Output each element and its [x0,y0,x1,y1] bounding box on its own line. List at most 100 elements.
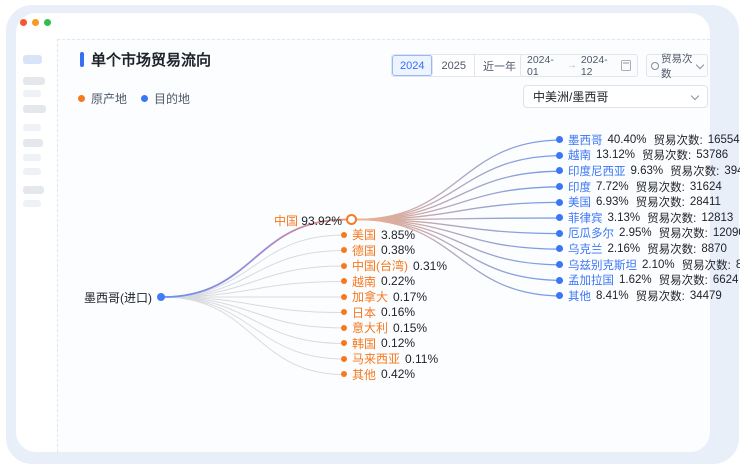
sidebar-item[interactable] [23,77,45,85]
date-start: 2024-01 [527,53,554,78]
sidebar-item-active[interactable] [23,55,42,64]
metric-dropdown[interactable]: 贸易次数 [646,53,708,80]
destination-node-dot [556,183,563,191]
sidebar-item[interactable] [23,139,43,147]
metric-label: 贸易次数: [658,228,708,241]
metric-label: 贸易次数: [635,181,685,194]
destination-row[interactable]: 乌兹别克斯坦 2.10% 贸易次数: 8625 [556,257,740,273]
origin-node-dot [341,324,347,331]
destination-row[interactable]: 美国 6.93% 贸易次数: 28411 [556,194,740,210]
origin-node-dot [341,247,347,254]
destination-row[interactable]: 印度尼西亚 9.63% 贸易次数: 39466 [556,163,740,179]
destination-count: 28411 [689,196,721,209]
origin-row[interactable]: 德国 0.38% [341,243,447,259]
destination-name: 墨西哥 [568,134,603,147]
destination-name: 孟加拉国 [568,275,614,288]
origin-share: 0.22% [381,274,416,289]
tab-last-year[interactable]: 近一年 [482,60,516,73]
metric-label: 贸易次数: [647,212,697,225]
origin-row[interactable]: 韩国 0.12% [341,336,447,352]
destination-count: 39466 [724,164,740,177]
destination-node-dot [556,261,563,269]
destination-row[interactable]: 墨西哥 40.40% 贸易次数: 165544 [556,132,740,148]
metric-label: 贸易次数: [658,275,708,288]
origin-row[interactable]: 中国(台湾) 0.31% [341,258,447,274]
destination-row[interactable]: 越南 13.12% 贸易次数: 53786 [556,148,740,164]
legend-origin: 原产地 [78,90,127,107]
origin-node-dot [341,340,347,347]
sidebar-item[interactable] [23,168,41,175]
period-tabs: 2024 2025 近一年 [391,54,525,77]
origin-node-dot [341,293,347,300]
destination-count: 8870 [701,242,727,255]
origin-node-dot [341,278,347,285]
destination-share: 2.10% [642,258,675,271]
market-select[interactable]: 中美洲/墨西哥 [523,85,708,108]
destination-node-dot [556,198,563,206]
destination-row[interactable]: 厄瓜多尔 2.95% 贸易次数: 12090 [556,226,740,242]
date-range-picker[interactable]: 2024-01 → 2024-12 [520,53,638,78]
origin-row[interactable]: 美国 3.85% [341,227,447,243]
origin-list: 美国 3.85% 德国 0.38% 中国(台湾) 0.31% 越南 0.22% 加拿大 0… [341,227,447,382]
destination-dot-icon [141,95,149,102]
origin-name: 德国 [352,243,377,258]
destination-share: 3.13% [607,211,641,224]
chevron-down-icon [690,91,700,100]
destination-node-dot [556,276,563,284]
destination-row[interactable]: 乌克兰 2.16% 贸易次数: 8870 [556,241,740,257]
close-window-icon[interactable] [20,19,27,26]
destination-share: 6.93% [596,196,629,209]
destination-name: 乌兹别克斯坦 [568,259,637,272]
origin-dot-icon [78,95,85,102]
destination-count: 12813 [701,211,734,224]
destination-row[interactable]: 印度 7.72% 贸易次数: 31624 [556,179,740,195]
origin-row[interactable]: 马来西亚 0.11% [341,351,447,367]
origin-row[interactable]: 意大利 0.15% [341,320,447,336]
metric-label: 贸易次数: [635,290,685,303]
minimize-window-icon[interactable] [32,19,39,26]
origin-node-dot [341,371,347,378]
origin-row[interactable]: 越南 0.22% [341,274,447,290]
root-node-label[interactable]: 墨西哥(进口) [84,291,152,305]
destination-row[interactable]: 孟加拉国 1.62% 贸易次数: 6624 [556,272,740,288]
sidebar-item[interactable] [23,186,44,194]
page-title: 单个市场贸易流向 [91,52,212,69]
tab-2024[interactable]: 2024 [392,55,434,76]
origin-row[interactable]: 加拿大 0.17% [341,289,447,305]
main-origin-label[interactable]: 中国 93.92% [236,212,342,229]
destination-share: 40.40% [607,133,647,146]
tab-2025[interactable]: 2025 [433,55,475,76]
destination-share: 13.12% [596,149,636,162]
sidebar-item[interactable] [23,90,41,97]
origin-share: 0.16% [381,305,416,320]
destination-share: 2.95% [619,227,652,240]
destination-count: 53786 [696,149,729,162]
destination-row[interactable]: 菲律宾 3.13% 贸易次数: 12813 [556,210,740,226]
chevron-down-icon [695,60,705,69]
main-origin-node-dot [346,214,357,225]
maximize-window-icon[interactable] [44,19,51,26]
sidebar-item[interactable] [23,154,41,161]
destination-name: 越南 [568,150,591,163]
origin-share: 0.17% [393,289,428,304]
destination-node-dot [556,245,563,253]
destination-count: 6624 [712,274,739,287]
destination-row[interactable]: 其他 8.41% 贸易次数: 34479 [556,288,740,304]
origin-row[interactable]: 日本 0.16% [341,305,447,321]
sidebar-item[interactable] [23,105,46,113]
origin-share: 0.42% [381,367,416,382]
destination-node-dot [556,214,563,222]
origin-row[interactable]: 其他 0.42% [341,367,447,383]
destination-count: 34479 [689,289,722,302]
origin-share: 0.11% [405,351,439,366]
sidebar-item[interactable] [23,200,41,207]
main-origin-name: 中国 [273,214,298,228]
sidebar-item[interactable] [23,124,41,131]
destination-name: 菲律宾 [568,212,603,225]
destination-share: 8.41% [596,289,629,302]
origin-name: 其他 [352,367,377,382]
legend-destination-label: 目的地 [154,92,191,106]
metric-label: 贸易次数: [635,197,685,210]
metric-label: 贸易次数: [681,259,731,272]
